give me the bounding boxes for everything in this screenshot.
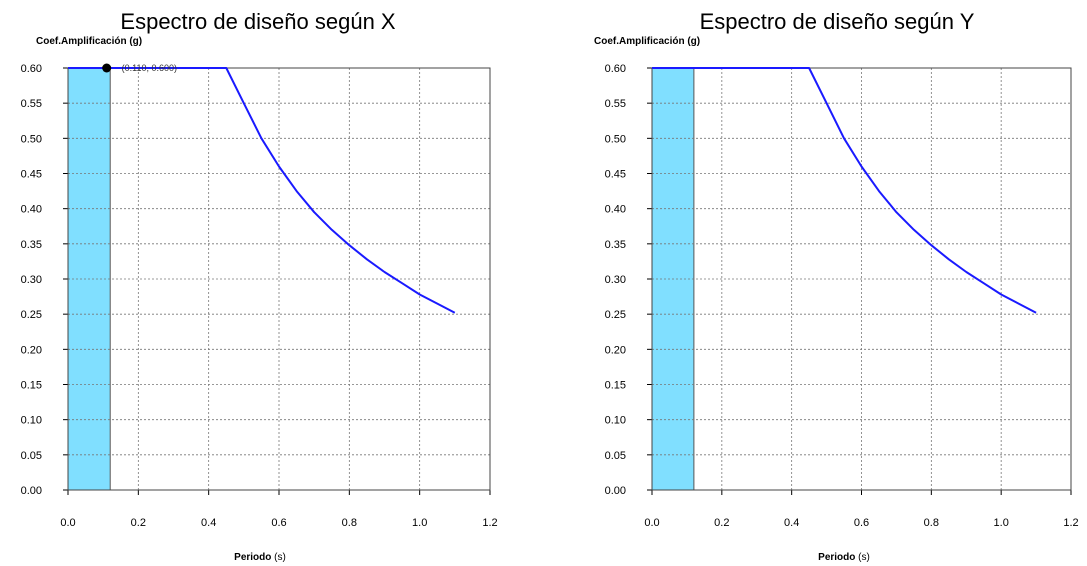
x-tick-label: 0.2 — [131, 517, 146, 529]
x-axis-label: Periodo (s) — [818, 552, 870, 563]
y-tick-label: 0.25 — [21, 309, 42, 321]
y-tick-label: 0.35 — [21, 239, 42, 251]
y-tick-label: 0.35 — [605, 239, 626, 251]
y-tick-label: 0.45 — [21, 169, 42, 181]
x-tick-label: 0.8 — [924, 517, 939, 529]
x-tick-label: 1.0 — [412, 517, 427, 529]
x-axis-label-main: Periodo — [234, 552, 271, 563]
y-tick-label: 0.10 — [21, 415, 42, 427]
y-tick-label: 0.50 — [21, 133, 42, 145]
x-tick-label: 0.4 — [784, 517, 799, 529]
y-tick-label: 0.20 — [21, 344, 42, 356]
y-tick-label: 0.45 — [605, 169, 626, 181]
chart-title: Espectro de diseño según X — [120, 9, 396, 34]
x-tick-label: 0.0 — [644, 517, 659, 529]
y-tick-label: 0.20 — [605, 344, 626, 356]
y-tick-label: 0.55 — [21, 98, 42, 110]
plot-area: 0.00 0.05 0.10 0.15 0.20 0.25 0.30 0.35 0.40 0.45… — [21, 63, 498, 529]
y-tick-label: 0.05 — [21, 450, 42, 462]
x-axis-label-unit: (s) — [855, 552, 869, 563]
x-axis-label-unit: (s) — [271, 552, 285, 563]
chart-title: Espectro de diseño según Y — [700, 9, 975, 34]
marker-label: (0.110, 0.600) — [122, 63, 177, 73]
x-tick-label: 0.2 — [714, 517, 729, 529]
plot-frame — [651, 67, 1072, 491]
x-axis-label-main: Periodo — [818, 552, 855, 563]
y-axis-label: Coef.Amplificación (g) — [36, 36, 142, 47]
chart-panel-y: Espectro de diseño según Y Coef.Amplific… — [544, 0, 1087, 566]
x-tick-label: 0.8 — [342, 517, 357, 529]
y-tick-label: 0.00 — [605, 485, 626, 497]
y-axis-label: Coef.Amplificación (g) — [594, 36, 700, 47]
x-tick-label: 0.4 — [201, 517, 216, 529]
y-tick-label: 0.00 — [21, 485, 42, 497]
y-tick-label: 0.40 — [605, 204, 626, 216]
plot-area: 0.00 0.05 0.10 0.15 0.20 0.25 0.30 0.35 0.40 0.45… — [605, 63, 1079, 529]
y-tick-label: 0.10 — [605, 415, 626, 427]
y-tick-label: 0.05 — [605, 450, 626, 462]
spectrum-chart-x: Espectro de diseño según X Coef.Amplific… — [21, 9, 498, 563]
x-tick-label: 1.0 — [994, 517, 1009, 529]
x-tick-label: 0.6 — [271, 517, 286, 529]
x-tick-label: 1.2 — [482, 517, 497, 529]
spectrum-chart-y: Espectro de diseño según Y Coef.Amplific… — [594, 9, 1079, 563]
spectrum-line — [68, 67, 456, 314]
y-tick-label: 0.55 — [605, 98, 626, 110]
plot-background — [68, 68, 490, 490]
y-tick-label: 0.40 — [21, 204, 42, 216]
y-tick-label: 0.60 — [21, 63, 42, 75]
y-tick-label: 0.50 — [605, 133, 626, 145]
x-tick-label: 1.2 — [1063, 517, 1078, 529]
x-tick-label: 0.6 — [854, 517, 869, 529]
y-tick-label: 0.15 — [21, 380, 42, 392]
y-tick-label: 0.30 — [605, 274, 626, 286]
spectrum-line — [652, 67, 1037, 314]
marker-point — [102, 63, 112, 73]
x-axis-label: Periodo (s) — [234, 552, 286, 563]
y-tick-label: 0.60 — [605, 63, 626, 75]
y-tick-label: 0.15 — [605, 380, 626, 392]
y-tick-label: 0.25 — [605, 309, 626, 321]
plot-frame — [67, 67, 491, 491]
chart-panel-x: Espectro de diseño según X Coef.Amplific… — [0, 0, 543, 566]
y-tick-label: 0.30 — [21, 274, 42, 286]
x-tick-label: 0.0 — [60, 517, 75, 529]
